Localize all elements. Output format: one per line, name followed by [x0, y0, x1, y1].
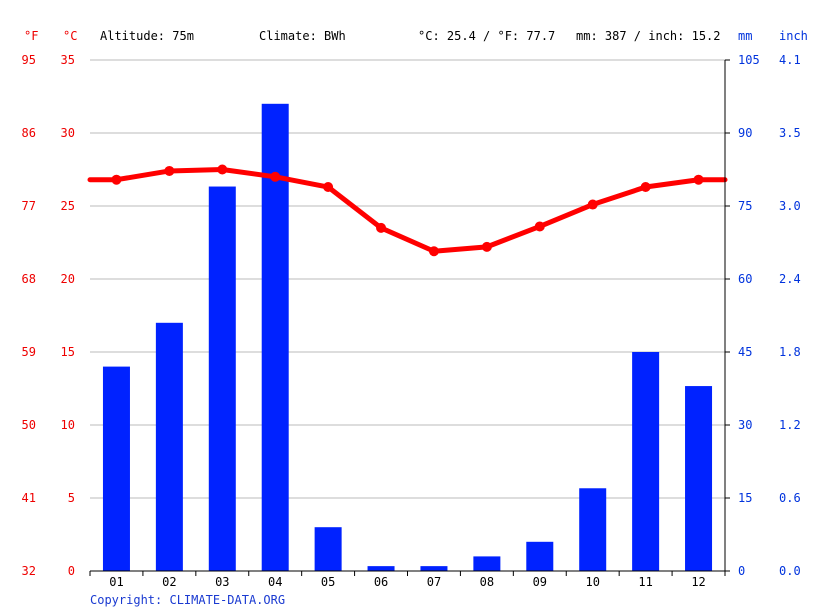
- fahrenheit-tick-label: 86: [22, 126, 36, 140]
- fahrenheit-tick-label: 41: [22, 491, 36, 505]
- mm-tick-label: 15: [738, 491, 752, 505]
- temperature-point: [534, 221, 545, 232]
- inch-tick-label: 4.1: [779, 53, 801, 67]
- temperature-line: [87, 164, 728, 257]
- inch-tick-label: 2.4: [779, 272, 801, 286]
- climate-label: Climate: BWh: [259, 29, 346, 43]
- inch-tick-label: 0.0: [779, 564, 801, 578]
- unit-inch-label: inch: [779, 29, 808, 43]
- fahrenheit-tick-label: 59: [22, 345, 36, 359]
- month-tick-label: 09: [533, 575, 547, 589]
- mm-tick-label: 90: [738, 126, 752, 140]
- temperature-series-line: [87, 167, 728, 254]
- celsius-tick-label: 35: [61, 53, 75, 67]
- celsius-tick-label: 10: [61, 418, 75, 432]
- celsius-tick-label: 5: [68, 491, 75, 505]
- mm-tick-label: 105: [738, 53, 760, 67]
- month-tick-label: 07: [427, 575, 441, 589]
- inch-tick-label: 3.5: [779, 126, 801, 140]
- month-tick-label: 05: [321, 575, 335, 589]
- temperature-point: [217, 164, 228, 175]
- celsius-tick-label: 20: [61, 272, 75, 286]
- precipitation-bar: [420, 566, 448, 571]
- inch-tick-label: 1.8: [779, 345, 801, 359]
- temperature-point: [428, 246, 439, 257]
- temperature-point: [693, 174, 704, 185]
- mm-tick-label: 60: [738, 272, 752, 286]
- axes: [89, 59, 730, 576]
- header: °F °C Altitude: 75m Climate: BWh °C: 25.…: [24, 29, 808, 43]
- mm-tick-label: 30: [738, 418, 752, 432]
- inch-tick-label: 0.6: [779, 491, 801, 505]
- month-tick-label: 08: [480, 575, 494, 589]
- precipitation-bar: [526, 541, 554, 571]
- month-tick-label: 02: [162, 575, 176, 589]
- temperature-point: [587, 199, 598, 210]
- temperature-point: [164, 165, 175, 176]
- precipitation-bar: [155, 322, 183, 571]
- fahrenheit-tick-label: 77: [22, 199, 36, 213]
- month-tick-label: 12: [691, 575, 705, 589]
- fahrenheit-tick-label: 50: [22, 418, 36, 432]
- month-tick-label: 06: [374, 575, 388, 589]
- average-temperature-label: °C: 25.4 / °F: 77.7: [418, 29, 555, 43]
- mm-tick-label: 75: [738, 199, 752, 213]
- precipitation-bar: [314, 527, 342, 571]
- celsius-tick-label: 25: [61, 199, 75, 213]
- precipitation-bar: [102, 366, 130, 571]
- mm-tick-label: 0: [738, 564, 745, 578]
- grid-lines: [90, 59, 725, 499]
- precipitation-bars: [102, 103, 713, 572]
- fahrenheit-tick-label: 32: [22, 564, 36, 578]
- temperature-point: [323, 182, 334, 193]
- month-tick-label: 11: [638, 575, 652, 589]
- altitude-label: Altitude: 75m: [100, 29, 194, 43]
- precipitation-bar: [685, 386, 713, 571]
- unit-mm-label: mm: [738, 29, 752, 43]
- celsius-tick-label: 15: [61, 345, 75, 359]
- celsius-tick-label: 30: [61, 126, 75, 140]
- precipitation-bar: [473, 556, 501, 571]
- temperature-point: [481, 241, 492, 252]
- month-tick-label: 01: [109, 575, 123, 589]
- temperature-point: [270, 171, 281, 182]
- precipitation-bar: [632, 352, 660, 571]
- month-tick-label: 10: [585, 575, 599, 589]
- precipitation-bar: [579, 488, 607, 571]
- temperature-point: [376, 222, 387, 233]
- copyright-link[interactable]: Copyright: CLIMATE-DATA.ORG: [90, 593, 285, 607]
- inch-tick-label: 1.2: [779, 418, 801, 432]
- inch-tick-label: 3.0: [779, 199, 801, 213]
- mm-tick-label: 45: [738, 345, 752, 359]
- precipitation-bar: [367, 566, 395, 571]
- tick-labels: 32 0 0 0.0 41 5 15 0.6 50 10 30 1.2 59 15 45 1.8 68 20 60 2…: [22, 53, 801, 589]
- celsius-tick-label: 0: [68, 564, 75, 578]
- month-tick-label: 04: [268, 575, 282, 589]
- fahrenheit-tick-label: 95: [22, 53, 36, 67]
- month-tick-label: 03: [215, 575, 229, 589]
- temperature-point: [111, 174, 122, 185]
- fahrenheit-tick-label: 68: [22, 272, 36, 286]
- temperature-point: [640, 182, 651, 193]
- unit-celsius-label: °C: [63, 29, 77, 43]
- precipitation-total-label: mm: 387 / inch: 15.2: [576, 29, 721, 43]
- unit-fahrenheit-label: °F: [24, 29, 38, 43]
- precipitation-bar: [208, 186, 236, 572]
